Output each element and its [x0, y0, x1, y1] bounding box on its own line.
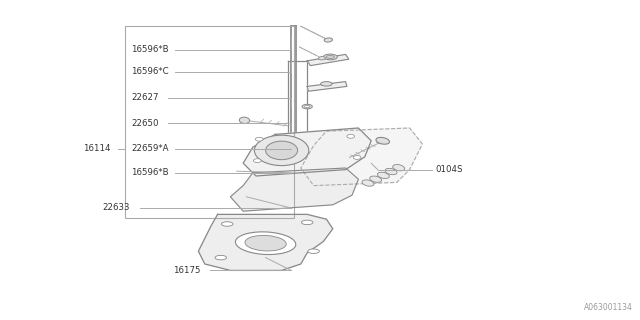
Text: A063001134: A063001134 [584, 303, 632, 312]
Polygon shape [230, 168, 358, 211]
Ellipse shape [305, 105, 310, 108]
Polygon shape [307, 54, 349, 66]
Ellipse shape [353, 156, 361, 159]
Ellipse shape [378, 172, 389, 179]
Ellipse shape [362, 180, 374, 186]
Ellipse shape [376, 137, 390, 144]
Ellipse shape [301, 220, 313, 225]
Ellipse shape [239, 117, 250, 124]
Polygon shape [307, 82, 347, 91]
Text: 16596*B: 16596*B [131, 168, 169, 177]
Polygon shape [243, 128, 371, 176]
Ellipse shape [302, 104, 312, 109]
Ellipse shape [393, 164, 404, 171]
Text: 16114: 16114 [83, 144, 111, 153]
Text: 22650: 22650 [131, 119, 159, 128]
Ellipse shape [215, 255, 227, 260]
Text: 16175: 16175 [173, 266, 200, 275]
Ellipse shape [266, 141, 298, 160]
Polygon shape [198, 214, 333, 270]
Ellipse shape [324, 38, 333, 42]
Ellipse shape [236, 232, 296, 254]
Ellipse shape [323, 54, 337, 60]
Text: 22633: 22633 [102, 204, 130, 212]
Ellipse shape [245, 236, 286, 251]
Ellipse shape [253, 159, 261, 163]
Ellipse shape [308, 249, 319, 253]
Ellipse shape [221, 222, 233, 226]
Text: 22659*A: 22659*A [131, 144, 169, 153]
Ellipse shape [319, 57, 325, 60]
Ellipse shape [321, 82, 332, 86]
Ellipse shape [255, 135, 309, 165]
Ellipse shape [255, 137, 263, 141]
Ellipse shape [326, 55, 335, 59]
Text: 22627: 22627 [131, 93, 159, 102]
Bar [125, 26, 294, 218]
Ellipse shape [370, 176, 381, 182]
Text: 16596*C: 16596*C [131, 68, 169, 76]
Text: 16596*B: 16596*B [131, 45, 169, 54]
Ellipse shape [347, 134, 355, 138]
Ellipse shape [385, 168, 397, 175]
Text: 0104S: 0104S [435, 165, 463, 174]
Polygon shape [301, 128, 422, 186]
